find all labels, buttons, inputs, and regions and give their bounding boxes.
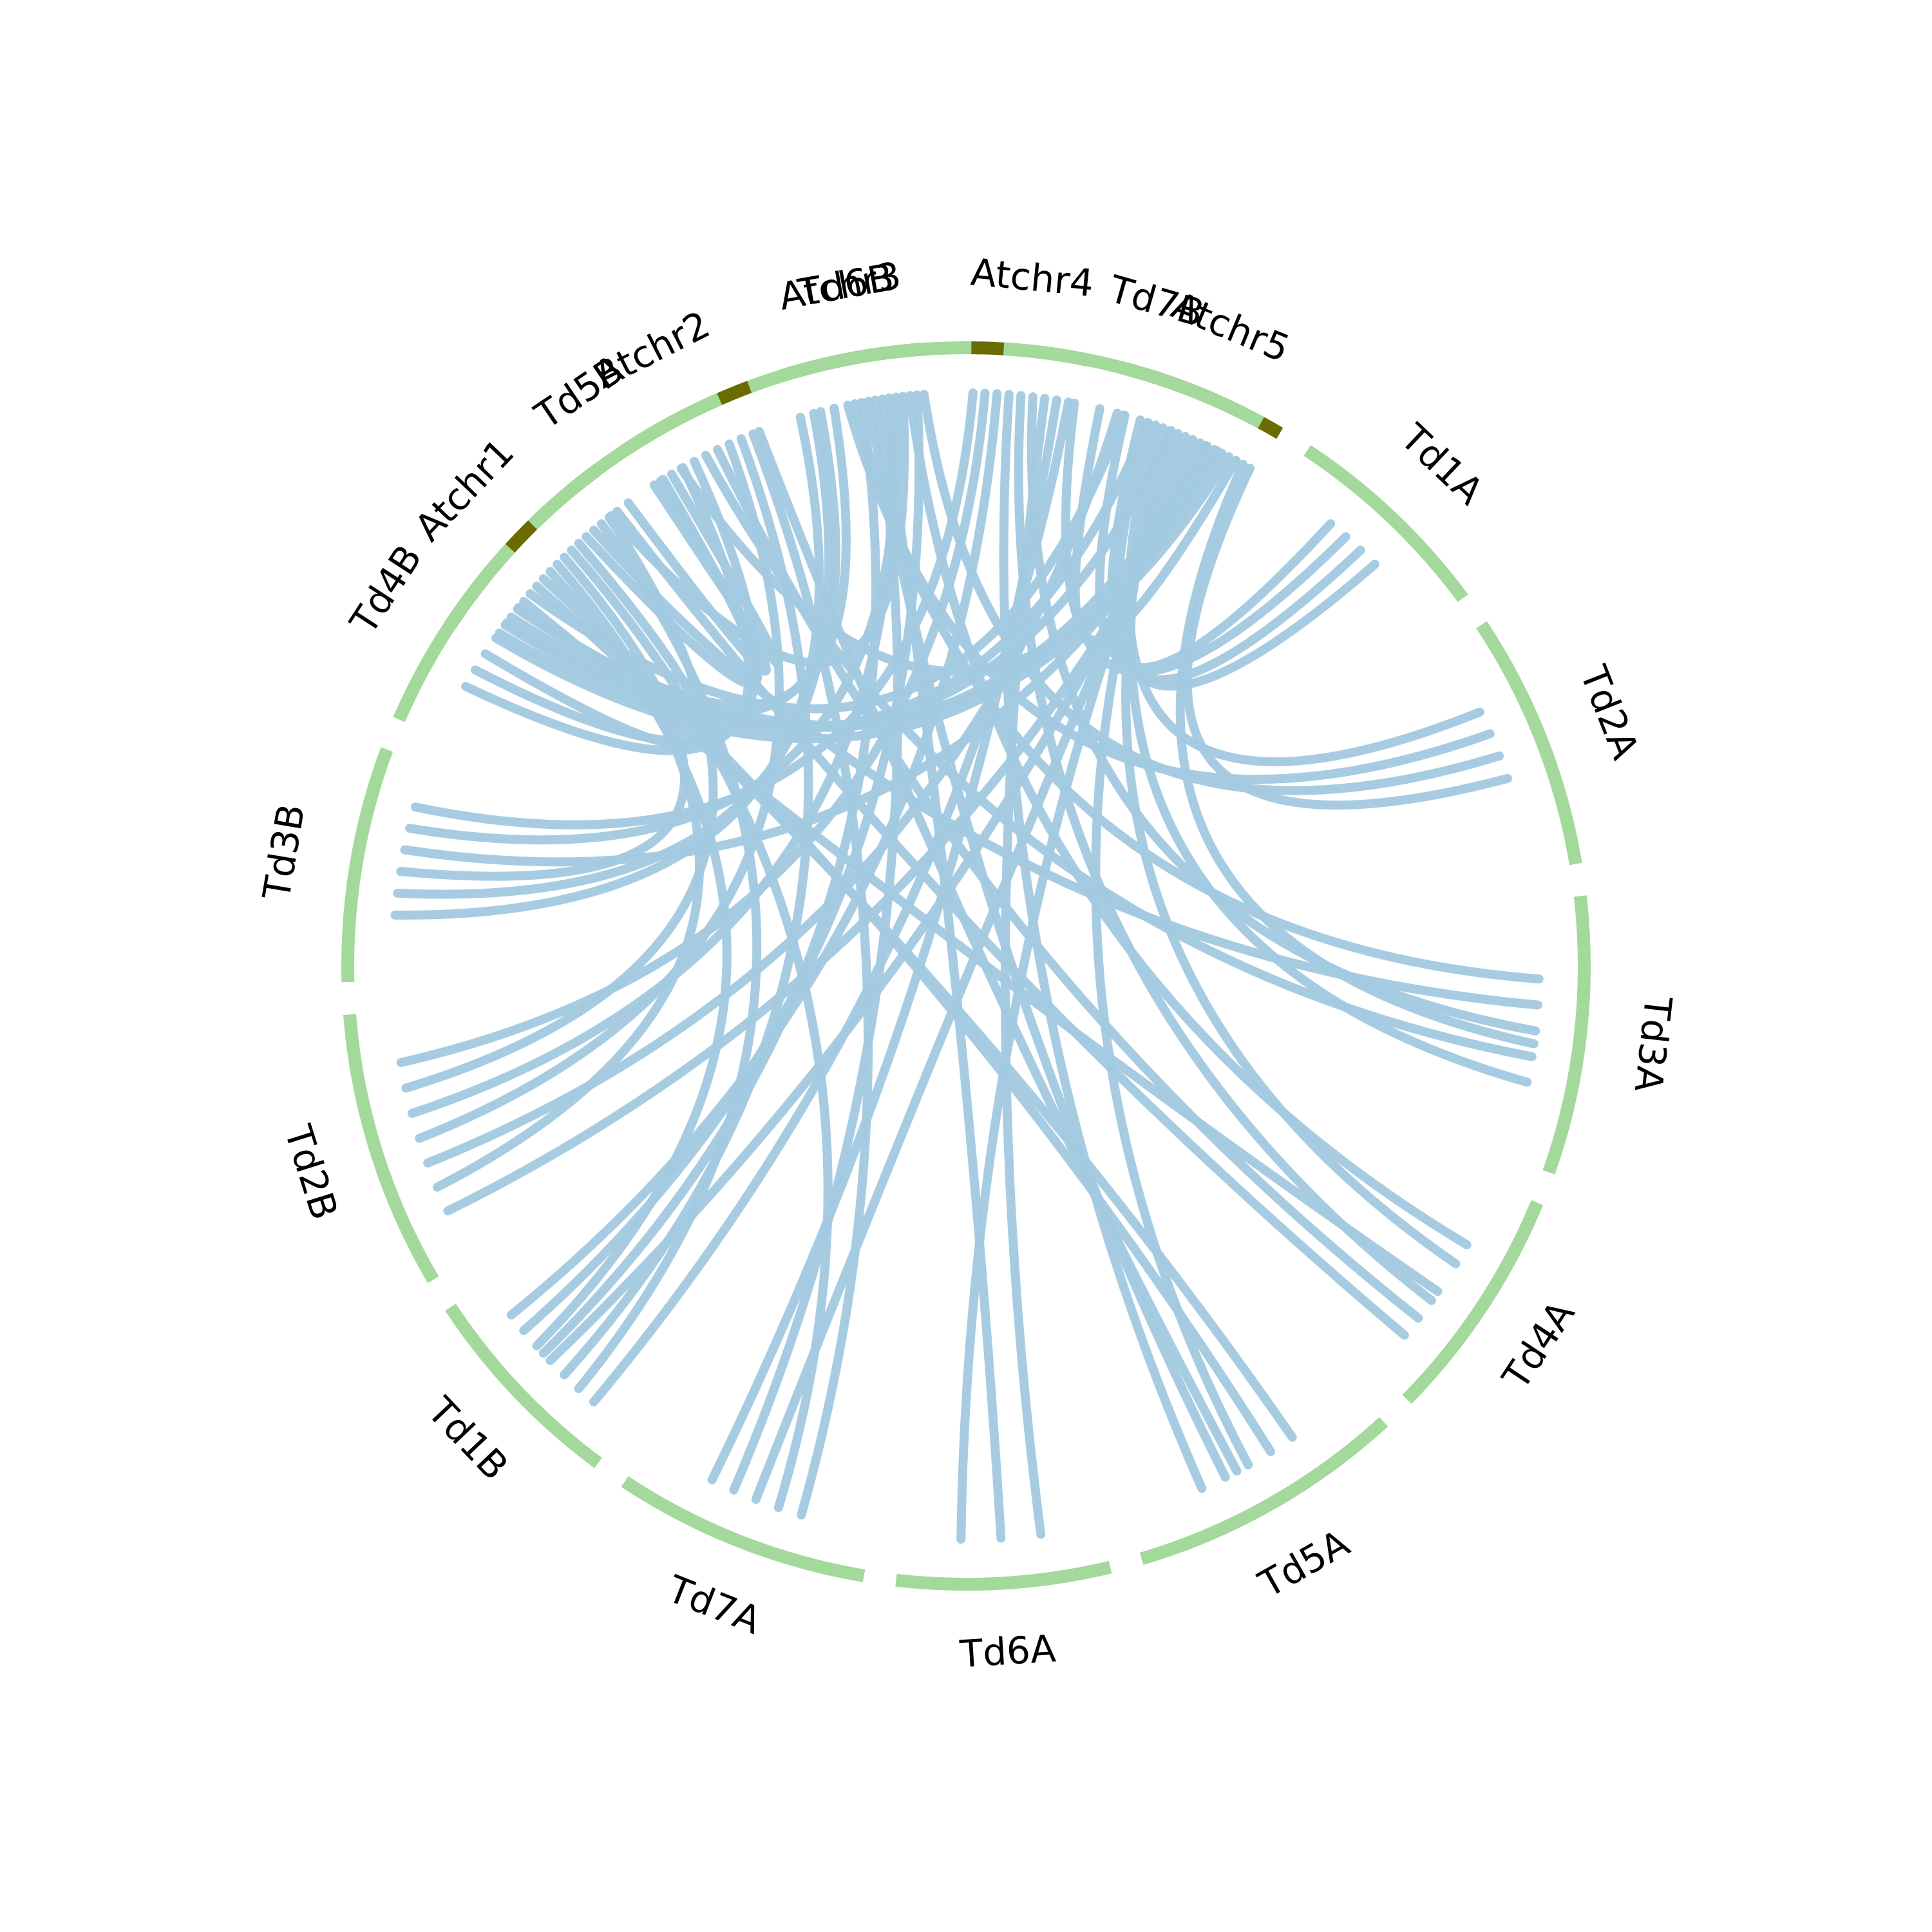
synteny-link xyxy=(519,390,924,1336)
chromosome-label-td3a: Td3A xyxy=(1626,994,1681,1095)
synteny-link xyxy=(526,410,1129,714)
synteny-link xyxy=(877,394,1006,1543)
chromosome-label-td3b: Td3B xyxy=(254,801,314,904)
synteny-link xyxy=(589,397,1074,1406)
chromosome-arc-td3b xyxy=(341,747,393,983)
chromosome-arc-td4a xyxy=(1402,1200,1544,1404)
synteny-link xyxy=(754,426,1242,1476)
chromosome-arc-td6a xyxy=(895,1560,1112,1591)
synteny-link xyxy=(405,392,902,845)
synteny-link xyxy=(538,397,880,1358)
synteny-link xyxy=(1182,463,1512,810)
synteny-link xyxy=(506,389,1002,1320)
synteny-link xyxy=(1124,421,1484,766)
synteny-link xyxy=(1061,399,1350,677)
chromosome-arc-td7a xyxy=(621,1476,866,1582)
synteny-link xyxy=(999,390,1207,1493)
chromosome-arc-td5b xyxy=(528,393,723,530)
links-layer xyxy=(390,388,1544,1544)
synteny-link xyxy=(410,388,978,829)
chromosome-arc-td2a xyxy=(1476,621,1582,866)
chromosome-arc-td5a xyxy=(1139,1417,1388,1566)
chromosome-label-atchr4: Atchr4 xyxy=(969,250,1095,305)
chromosome-label-td7b: Td7B xyxy=(1104,267,1209,336)
synteny-link xyxy=(401,513,718,1093)
synteny-link xyxy=(748,429,873,1520)
chromosome-label-td4a: Td4A xyxy=(1493,1293,1584,1397)
chromosome-arc-td4b xyxy=(393,544,515,723)
chromosome-arc-td3a xyxy=(1542,895,1591,1175)
chromosome-label-td2b: Td2B xyxy=(276,1119,346,1224)
chromosome-label-td6a: Td6A xyxy=(958,1627,1057,1676)
chromosome-label-td5a: Td5A xyxy=(1251,1521,1357,1607)
chromosome-label-td5b: Td5B xyxy=(527,348,631,438)
synteny-link xyxy=(1175,459,1539,1048)
chromosome-arc-td1b xyxy=(445,1303,602,1468)
chromosome-arc-td7b xyxy=(1003,342,1264,429)
chromosome-label-td7a: Td7A xyxy=(661,1567,768,1643)
chromosome-arcs-layer xyxy=(341,341,1591,1591)
chromosome-arc-td2b xyxy=(343,1014,439,1283)
synteny-link xyxy=(470,457,761,746)
synteny-link xyxy=(612,506,1409,1340)
chromosome-arc-td6b xyxy=(747,341,972,393)
chromosome-label-td1a: Td1A xyxy=(1392,415,1492,513)
chromosome-label-td4b: Td4B xyxy=(341,537,431,642)
chromosome-label-atchr1: Atchr1 xyxy=(406,430,523,549)
chromosome-label-td6b: Td6B xyxy=(794,255,896,315)
chromosome-arc-td1a xyxy=(1303,445,1468,602)
synteny-link xyxy=(676,452,1234,676)
synteny-link xyxy=(396,388,990,1067)
synteny-link xyxy=(607,392,909,668)
synteny-link xyxy=(415,439,784,1143)
synteny-link xyxy=(423,408,1122,1168)
chromosome-label-td2a: Td2A xyxy=(1571,659,1647,766)
synteny-link xyxy=(514,403,851,710)
chromosome-label-td1b: Td1B xyxy=(419,1388,517,1489)
